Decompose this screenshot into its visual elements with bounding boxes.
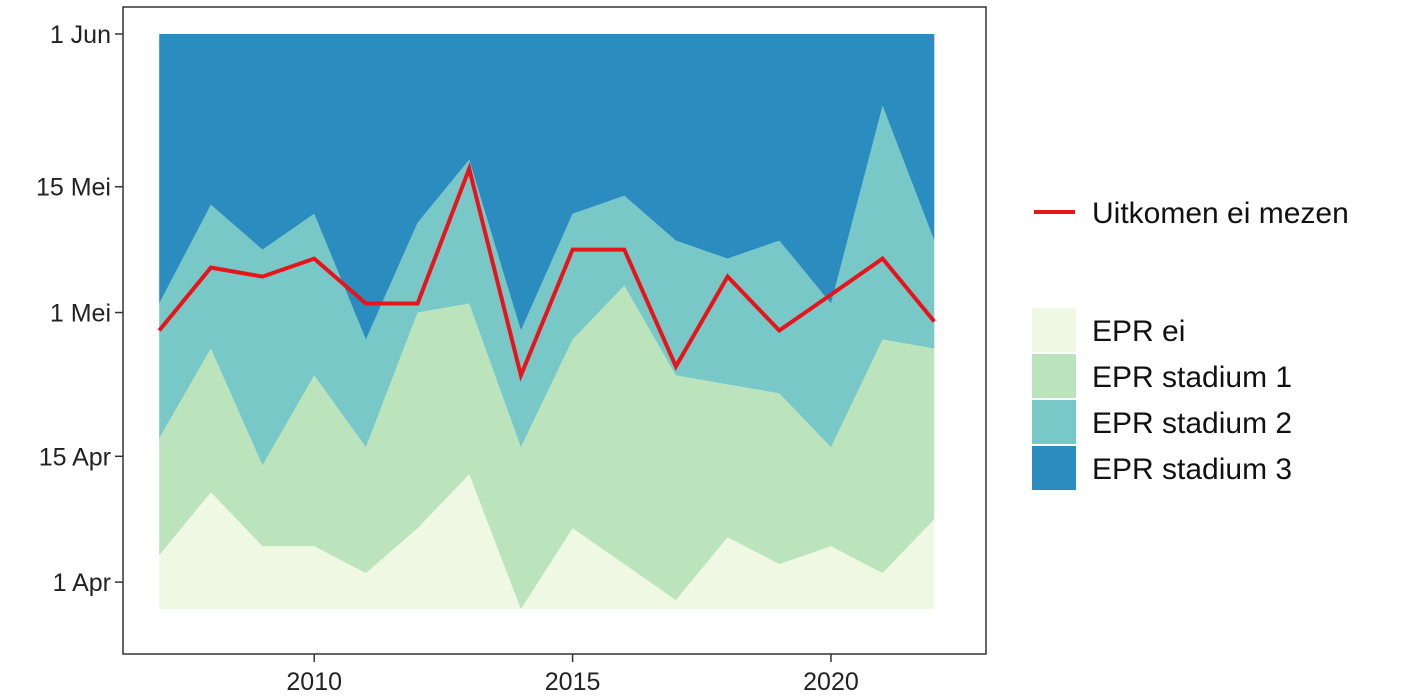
- x-tick-label-2010: 2010: [286, 668, 342, 696]
- y-tick-label-1-apr: 1 Apr: [53, 569, 111, 597]
- area-epr-stadium-2: [159, 105, 935, 466]
- area-epr-stadium-3: [159, 34, 935, 340]
- area-epr-ei: [159, 474, 935, 610]
- x-axis: 2010 2015 2020: [286, 654, 859, 696]
- y-axis: 1 Apr 15 Apr 1 Mei 15 Mei 1 Jun: [36, 21, 123, 597]
- legend-swatch-epr-stadium-1: [1032, 354, 1076, 398]
- legend: Uitkomen ei mezen EPR ei EPR stadium 1 EPR …: [1032, 197, 1349, 490]
- y-tick-label-1-mei: 1 Mei: [50, 300, 111, 328]
- legend-label-epr-stadium-3: EPR stadium 3: [1092, 453, 1292, 486]
- x-tick-label-2020: 2020: [803, 668, 859, 696]
- legend-label-epr-stadium-1: EPR stadium 1: [1092, 361, 1292, 394]
- plot-border: [122, 6, 987, 655]
- line-uitkomen-ei-mezen: [157, 162, 936, 382]
- legend-label-epr-ei: EPR ei: [1092, 315, 1185, 348]
- legend-swatch-epr-ei: [1032, 308, 1076, 352]
- plot-areas: [159, 34, 935, 610]
- legend-swatch-epr-stadium-3: [1032, 446, 1076, 490]
- y-tick-label-15-mei: 15 Mei: [36, 174, 111, 202]
- y-tick-label-15-apr: 15 Apr: [39, 443, 111, 471]
- legend-label-uitkomen-ei-mezen: Uitkomen ei mezen: [1092, 197, 1349, 230]
- plot-lines: [157, 162, 936, 382]
- x-tick-label-2015: 2015: [545, 668, 601, 696]
- area-epr-stadium-1: [159, 285, 935, 610]
- y-tick-label-1-jun: 1 Jun: [50, 21, 111, 49]
- legend-swatch-epr-stadium-2: [1032, 400, 1076, 444]
- legend-label-epr-stadium-2: EPR stadium 2: [1092, 407, 1292, 440]
